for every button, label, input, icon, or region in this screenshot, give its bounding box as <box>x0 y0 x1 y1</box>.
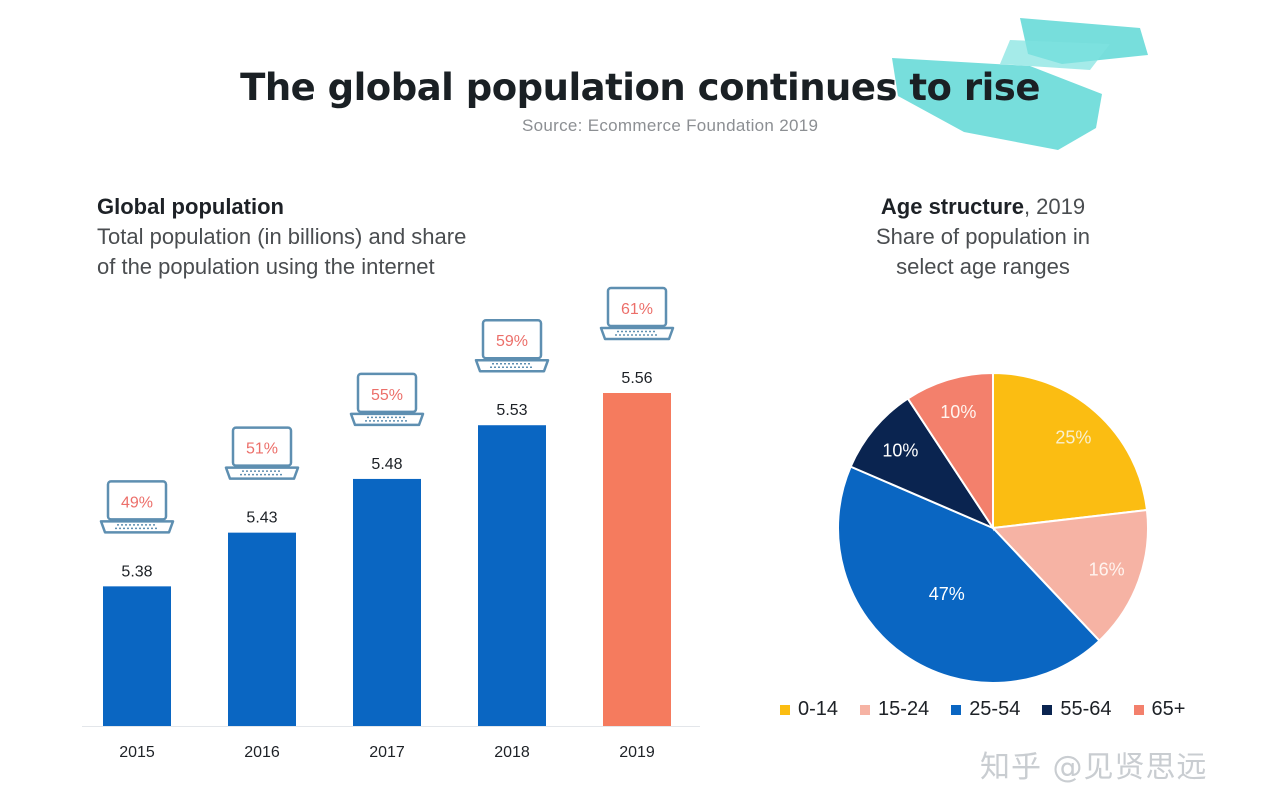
legend-item-15-24: 15-24 <box>860 698 929 721</box>
pie-slice-label: 16% <box>1089 559 1125 579</box>
pie-slice-55-64 <box>849 397 996 531</box>
bar-chart-heading: Global population Total population (in b… <box>97 192 466 282</box>
internet-share-label: 49% <box>121 494 153 511</box>
bar-2017 <box>353 478 421 726</box>
pie-slice-25-54 <box>837 465 1101 684</box>
pie-chart-title: Age structure <box>880 194 1024 219</box>
bar-value-label: 5.53 <box>496 402 527 419</box>
legend-item-65+: 65+ <box>1133 698 1186 721</box>
brush-stroke-decoration <box>892 18 1148 150</box>
legend-swatch <box>860 704 871 715</box>
bar-value-label: 5.38 <box>121 563 152 580</box>
legend-item-25-54: 25-54 <box>951 698 1020 721</box>
pie-slice-label: 10% <box>882 440 918 460</box>
x-tick-label: 2016 <box>244 744 280 761</box>
legend-label: 55-64 <box>1060 698 1112 720</box>
bar-chart: 5.38 2015 49% 5.43 2016 51% 5.48 2017 55% 5.53 201… <box>82 286 700 761</box>
bar-2019 <box>603 393 671 726</box>
pie-chart-subtitle-line-1: Share of population in <box>875 224 1091 249</box>
watermark-text: 知乎 @见贤思远 <box>980 750 1208 785</box>
internet-share-label: 61% <box>621 301 653 318</box>
pie-slice-15-24 <box>990 508 1149 643</box>
pie-chart-heading: Age structure, 2019 Share of population … <box>820 192 1146 282</box>
laptop-icon <box>474 318 550 373</box>
legend-label: 15-24 <box>878 698 930 720</box>
pie-legend: 0-14 15-24 25-54 55-64 65+ <box>780 698 1185 721</box>
laptop-icon <box>224 426 300 480</box>
source-note: Source: Ecommerce Foundation 2019 <box>522 116 819 135</box>
pie-slice-65+ <box>906 371 994 532</box>
pie-slice-0-14 <box>992 371 1149 530</box>
bar-2018 <box>478 425 546 726</box>
x-tick-label: 2017 <box>369 744 405 761</box>
legend-item-0-14: 0-14 <box>780 698 838 721</box>
internet-share-label: 51% <box>246 441 278 458</box>
bar-2016 <box>228 532 296 726</box>
legend-swatch <box>1042 704 1053 715</box>
bar-chart-subtitle-line-1: Total population (in billions) and share <box>97 224 467 249</box>
laptop-icon <box>99 480 175 534</box>
pie-slice-label: 10% <box>940 402 976 422</box>
pie-slice-label: 47% <box>929 584 965 604</box>
legend-label: 25-54 <box>969 698 1021 720</box>
pie-slice-label: 25% <box>1055 428 1091 448</box>
legend-label: 65+ <box>1151 698 1186 720</box>
laptop-icon <box>349 372 425 427</box>
legend-swatch <box>1133 704 1144 715</box>
x-tick-label: 2018 <box>494 744 530 761</box>
legend-label: 0-14 <box>798 698 839 720</box>
bar-value-label: 5.48 <box>371 456 402 473</box>
legend-item-55-64: 55-64 <box>1042 698 1112 721</box>
page-title: The global population continues to rise <box>240 66 1040 109</box>
legend-swatch <box>780 704 790 715</box>
bar-2015 <box>103 586 171 726</box>
bar-chart-subtitle-line-2: of the population using the internet <box>97 254 435 279</box>
x-tick-label: 2015 <box>119 744 155 761</box>
laptop-icon <box>599 286 675 341</box>
internet-share-label: 55% <box>371 387 403 404</box>
bar-value-label: 5.43 <box>246 510 277 527</box>
x-tick-label: 2019 <box>619 744 655 761</box>
bar-chart-title: Global population <box>97 194 284 219</box>
legend-swatch <box>951 704 962 715</box>
internet-share-label: 59% <box>496 333 528 350</box>
bar-value-label: 5.56 <box>621 370 652 387</box>
pie-chart-title-year: , 2019 <box>1023 194 1086 219</box>
pie-chart-subtitle-line-2: select age ranges <box>896 254 1070 279</box>
